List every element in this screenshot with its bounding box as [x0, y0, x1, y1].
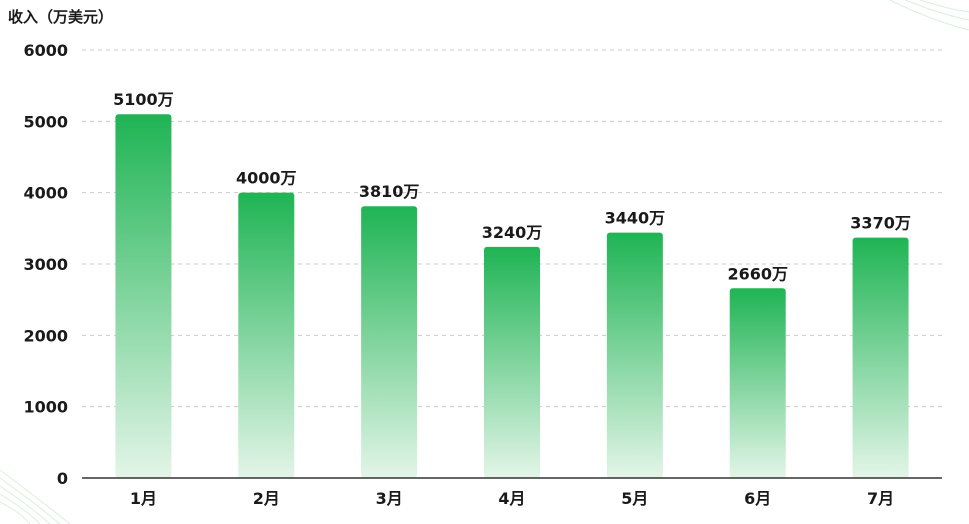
y-axis-title: 收入（万美元）: [8, 8, 113, 26]
y-tick-label: 0: [57, 469, 68, 488]
y-tick-label: 6000: [23, 41, 68, 60]
y-tick-label: 3000: [23, 255, 68, 274]
x-axis-ticks: 1月 2月 3月 4月 5月 6月 7月: [130, 489, 894, 508]
x-tick-label: 5月: [621, 489, 648, 508]
y-tick-label: 4000: [23, 184, 68, 203]
x-tick-label: 7月: [867, 489, 894, 508]
bar-1: [115, 114, 172, 478]
data-label: 3440万: [605, 209, 666, 228]
x-tick-label: 3月: [376, 489, 403, 508]
data-label: 4000万: [236, 169, 297, 188]
y-axis-ticks: 0 1000 2000 3000 4000 5000 6000: [23, 41, 68, 488]
data-label: 5100万: [113, 90, 174, 109]
y-tick-label: 5000: [23, 112, 68, 131]
bar-6: [729, 288, 786, 478]
bar-4: [484, 246, 540, 478]
bar-3: [361, 206, 418, 478]
y-tick-label: 1000: [23, 398, 68, 417]
data-label: 2660万: [727, 264, 788, 283]
data-label: 3810万: [359, 182, 420, 201]
bar-7: [852, 237, 909, 478]
bars: [115, 114, 909, 478]
data-label: 3370万: [850, 214, 911, 233]
bar-5: [606, 232, 663, 478]
x-tick-label: 6月: [744, 489, 771, 508]
data-labels: 5100万 4000万 3810万 3240万 3440万 2660万 3370万: [113, 90, 911, 283]
data-label: 3240万: [482, 223, 543, 242]
y-tick-label: 2000: [23, 326, 68, 345]
bar-2: [238, 192, 295, 478]
x-tick-label: 4月: [498, 489, 525, 508]
x-tick-label: 2月: [253, 489, 280, 508]
x-tick-label: 1月: [130, 489, 157, 508]
